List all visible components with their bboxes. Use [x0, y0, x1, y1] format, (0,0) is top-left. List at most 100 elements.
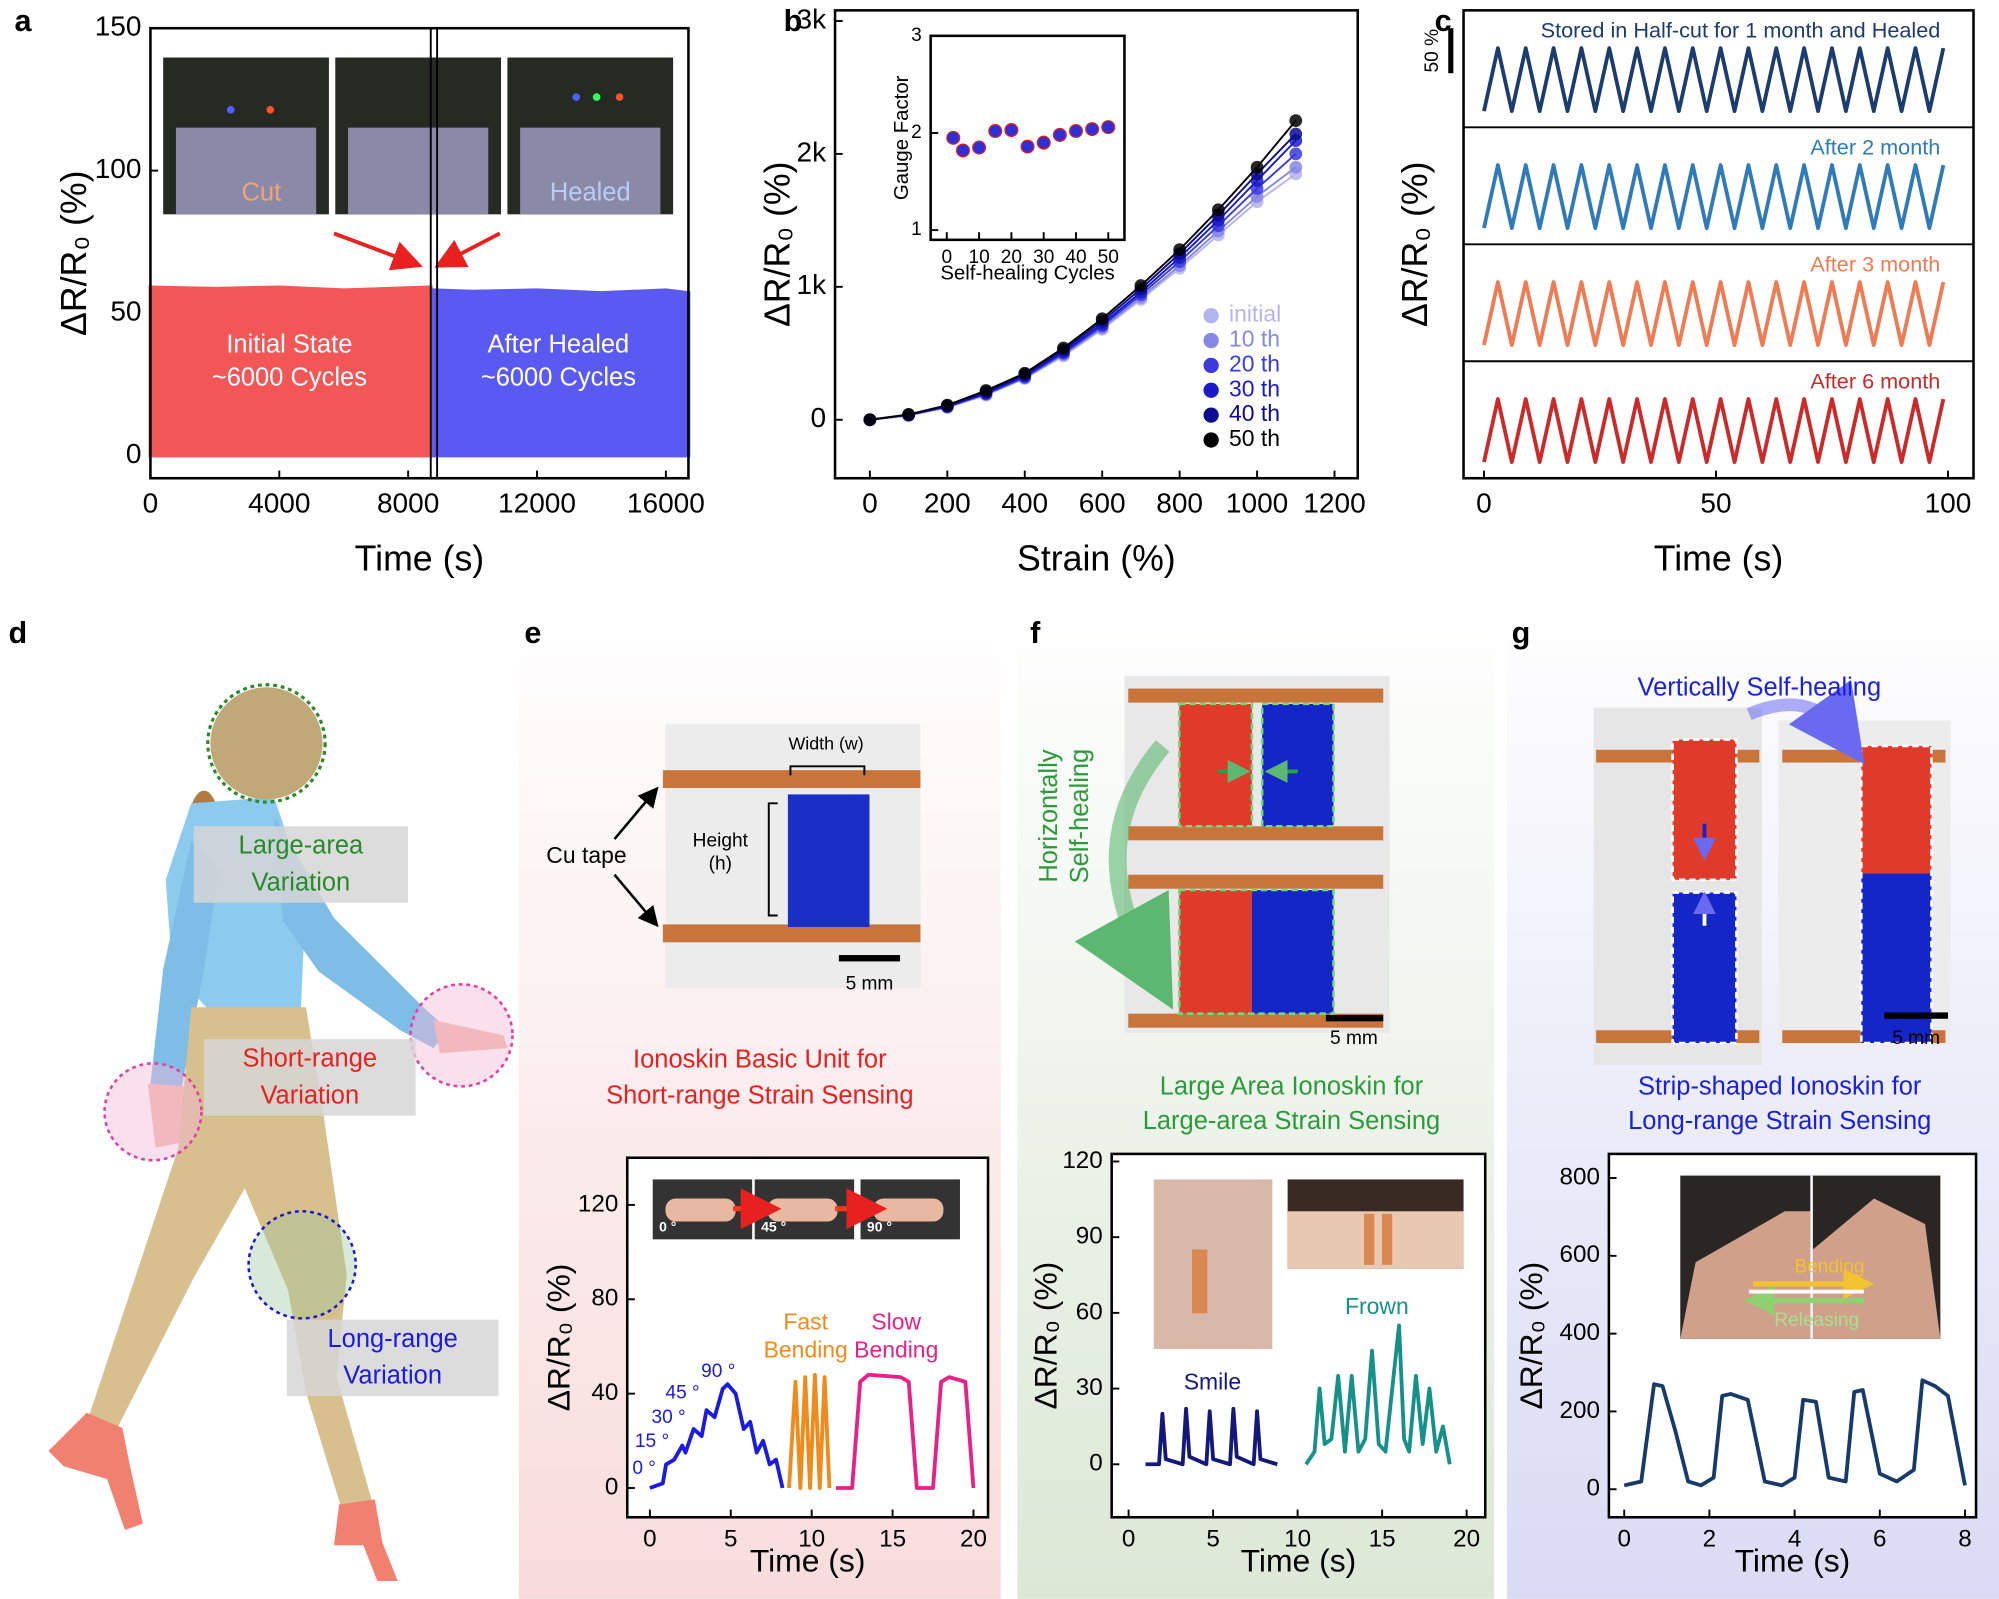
body-label: Variation [260, 1081, 359, 1109]
photo-hand [873, 1198, 944, 1222]
x-tick-label: 2 [1703, 1526, 1716, 1553]
area [148, 285, 433, 458]
scale-bar-line [1884, 1012, 1949, 1019]
scale-label: 5 mm [846, 973, 894, 994]
marker [1289, 160, 1303, 174]
x-tick-label: 40 [1065, 247, 1086, 268]
curved-arrow [1074, 740, 1174, 1010]
series-label: After 3 month [1810, 252, 1940, 277]
x-tick-label: 15 [879, 1526, 906, 1553]
panel-letter: e [524, 616, 541, 650]
dashed-outline [1671, 738, 1738, 882]
marker [1018, 366, 1032, 380]
x-tick-label: 50 [1098, 247, 1119, 268]
y-tick-label: 200 [1560, 1397, 1600, 1424]
led [615, 93, 624, 101]
y-tick-label: 40 [591, 1379, 618, 1406]
annotation: Smile [1184, 1368, 1241, 1394]
marker [1095, 312, 1109, 326]
photo-label: Healed [550, 179, 631, 207]
point [1004, 123, 1019, 138]
photo [1153, 1179, 1273, 1349]
legend-label: initial [1229, 301, 1281, 327]
scale-bar [1448, 28, 1454, 74]
photo-label: 45 ° [761, 1219, 786, 1235]
y-tick-label: 2 [911, 122, 922, 143]
annotation: Fast [783, 1309, 828, 1335]
point [1036, 135, 1051, 150]
legend-label: 50 th [1229, 425, 1280, 451]
photo-detail [520, 127, 661, 215]
bracket [789, 765, 866, 776]
marker [902, 408, 915, 421]
annotation: ~6000 Cycles [481, 364, 636, 392]
photo-sensor [1192, 1249, 1208, 1314]
caption: Large-area Strain Sensing [1143, 1107, 1441, 1135]
marker [1173, 243, 1187, 256]
gel [787, 794, 870, 927]
x-tick-label: 30 [1033, 247, 1054, 268]
data-line [649, 1382, 785, 1490]
plot-frame [929, 34, 1126, 242]
legend-swatch [1203, 332, 1219, 349]
legend-label: 10 th [1229, 326, 1280, 352]
data-line [1623, 1378, 1967, 1488]
data-line [869, 120, 1297, 421]
x-axis-label: Time (s) [750, 1543, 866, 1579]
y-tick-label: 0 [126, 438, 142, 469]
annotation: 90 ° [701, 1361, 735, 1382]
x-tick-label: 4 [1788, 1526, 1801, 1553]
y-tick-label: 0 [605, 1473, 618, 1500]
led [226, 105, 235, 114]
plot-frame [1462, 9, 1975, 480]
cu-tape [1128, 1013, 1384, 1028]
body-label: Variation [252, 868, 351, 896]
data-line [1145, 1406, 1278, 1467]
annotation: Initial State [226, 330, 352, 358]
annotation: 45 ° [665, 1383, 699, 1404]
body-label: Short-range [243, 1044, 378, 1072]
caption: Long-range Strain Sensing [1628, 1107, 1931, 1135]
led [592, 93, 601, 101]
data-line [1304, 1323, 1452, 1466]
x-tick-label: 800 [1156, 487, 1203, 518]
x-tick-label: 15 [1369, 1526, 1396, 1553]
panel-letter: d [9, 616, 28, 650]
x-axis-label: Time (s) [1654, 539, 1784, 579]
photo-hand [665, 1198, 736, 1222]
marker [1289, 127, 1303, 141]
legend-label: 40 th [1229, 400, 1280, 426]
panel-letter: g [1512, 616, 1531, 650]
y-tick-label: 150 [95, 11, 142, 42]
plot-frame [149, 26, 690, 480]
data-line [835, 1372, 976, 1490]
curved-arrow [1746, 679, 1865, 765]
x-tick-label: 5 [724, 1526, 737, 1553]
annotation: Bending [764, 1337, 848, 1363]
arrow [333, 231, 423, 271]
x-tick-label: 6 [1873, 1526, 1886, 1553]
process-label: Vertically Self-healing [1637, 673, 1881, 701]
scale-label: 5 mm [1892, 1028, 1940, 1049]
x-tick-label: 20 [960, 1526, 987, 1553]
annotation: 15 ° [635, 1431, 669, 1452]
legend-swatch [1203, 407, 1219, 423]
x-tick-label: 4000 [248, 487, 310, 518]
cu-tape [1128, 688, 1384, 703]
photo-label: Cut [242, 179, 282, 207]
scale-bar-label: 50 % [1422, 29, 1443, 73]
x-tick-label: 10 [968, 247, 989, 268]
photo-label: 0 ° [659, 1219, 676, 1235]
y-axis-label: ΔR/R₀ (%) [758, 162, 798, 328]
scale-bar-line [1325, 1014, 1384, 1022]
series-label: After 2 month [1810, 135, 1940, 160]
data-line [1482, 163, 1946, 231]
marker [1057, 341, 1070, 355]
y-tick-label: 120 [578, 1190, 618, 1217]
arrow [613, 786, 659, 840]
x-tick-label: 1000 [1226, 487, 1288, 518]
dashed-outline [1860, 744, 1933, 1045]
led [572, 93, 581, 101]
legend-label: 20 th [1229, 350, 1280, 376]
panel-letter: a [14, 4, 32, 38]
